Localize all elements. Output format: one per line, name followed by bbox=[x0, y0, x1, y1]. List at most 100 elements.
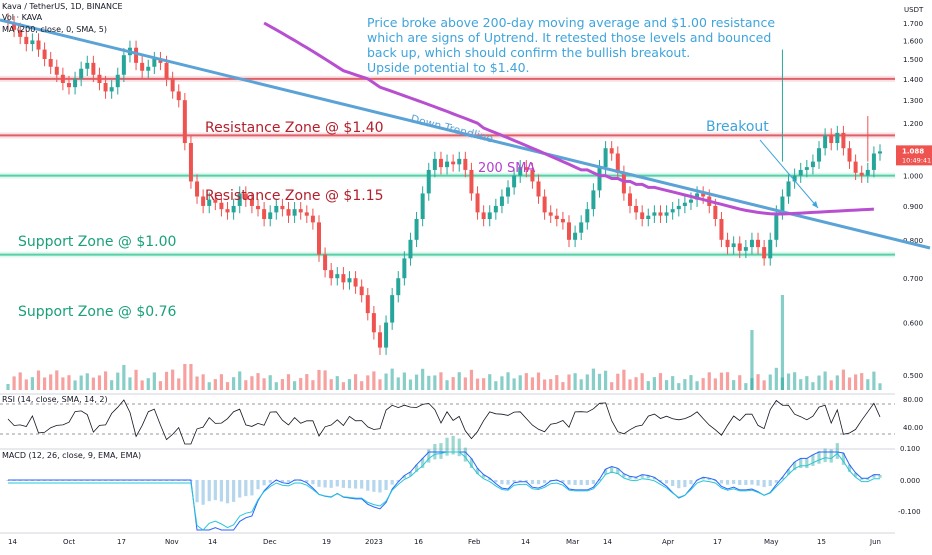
macd-histogram-bar bbox=[524, 480, 528, 482]
rsi-tick-label: 40.00 bbox=[903, 424, 923, 432]
x-tick-label: 2023 bbox=[365, 538, 383, 546]
macd-histogram-bar bbox=[823, 448, 827, 463]
price-tick-label: 1.400 bbox=[903, 76, 923, 84]
candle-body bbox=[414, 219, 419, 240]
macd-histogram-bar bbox=[756, 480, 760, 486]
candle-body bbox=[353, 278, 358, 287]
macd-histogram-bar bbox=[671, 480, 675, 487]
volume-bar bbox=[110, 380, 114, 390]
symbol-line[interactable]: Kava / TetherUS, 1D, BINANCE bbox=[2, 2, 123, 11]
candle-body bbox=[634, 205, 639, 213]
macd-histogram-bar bbox=[658, 480, 663, 482]
volume-bar bbox=[280, 379, 285, 390]
volume-bar bbox=[103, 371, 108, 390]
volume-bar bbox=[421, 368, 425, 390]
candle-body bbox=[658, 212, 663, 216]
down-trendline-label: Down Trendline bbox=[409, 112, 494, 145]
ma-line[interactable]: MA (200, close, 0, SMA, 5) bbox=[2, 25, 108, 34]
macd-histogram-bar bbox=[439, 443, 443, 459]
candle-body bbox=[408, 239, 413, 259]
price-tick-label: 1.000 bbox=[903, 173, 923, 181]
macd-histogram-bar bbox=[646, 475, 650, 479]
candle-body bbox=[737, 243, 742, 251]
volume-line[interactable]: Vol · KAVA bbox=[2, 13, 43, 22]
price-tag-box bbox=[896, 145, 932, 166]
candle-body bbox=[688, 199, 693, 203]
volume-bar bbox=[811, 382, 815, 390]
candle-body bbox=[774, 212, 779, 240]
macd-histogram-bar bbox=[664, 480, 669, 484]
volume-bar bbox=[719, 372, 724, 390]
macd-histogram-bar bbox=[256, 480, 260, 490]
macd-histogram-bar bbox=[579, 480, 583, 485]
volume-bar bbox=[445, 380, 449, 390]
candle-body bbox=[768, 239, 773, 259]
volume-bar bbox=[128, 377, 132, 390]
x-tick-label: 14 bbox=[521, 538, 530, 546]
volume-bar bbox=[49, 374, 53, 390]
candle-body bbox=[585, 209, 590, 223]
candle-body bbox=[213, 199, 218, 203]
volume-bar bbox=[134, 369, 138, 390]
macd-histogram-bar bbox=[616, 468, 620, 474]
macd-histogram-bar bbox=[750, 480, 754, 485]
x-tick-label: 16 bbox=[414, 538, 423, 546]
candle-body bbox=[280, 205, 285, 210]
macd-histogram-bar bbox=[414, 464, 419, 472]
candle-body bbox=[627, 193, 632, 206]
volume-bar bbox=[201, 374, 205, 390]
candle-body bbox=[182, 100, 187, 144]
candle-body bbox=[475, 193, 480, 213]
volume-bar bbox=[219, 374, 224, 390]
candle-body bbox=[18, 29, 23, 37]
macd-histogram-bar bbox=[622, 473, 626, 478]
volume-bar bbox=[805, 376, 809, 390]
volume-bar bbox=[414, 374, 419, 390]
rsi-tick-label: 80.00 bbox=[903, 396, 923, 404]
candle-body bbox=[615, 153, 620, 173]
volume-bar bbox=[408, 379, 413, 390]
candle-body bbox=[798, 169, 803, 176]
rsi-line[interactable]: RSI (14, close, SMA, 14, 2) bbox=[2, 395, 108, 404]
volume-bar bbox=[353, 374, 358, 390]
volume-bar bbox=[97, 375, 102, 390]
candle-body bbox=[73, 78, 78, 88]
macd-histogram-bar bbox=[677, 480, 681, 489]
candle-body bbox=[219, 202, 224, 210]
volume-bar bbox=[30, 377, 34, 390]
macd-histogram-bar bbox=[341, 480, 345, 488]
volume-bar bbox=[847, 377, 852, 390]
x-tick-label: Mar bbox=[566, 538, 579, 546]
candle-body bbox=[786, 181, 791, 197]
volume-bar bbox=[591, 368, 595, 390]
volume-bar bbox=[232, 377, 236, 390]
candle-body bbox=[256, 205, 261, 210]
macd-histogram-bar bbox=[457, 438, 461, 457]
macd-histogram-bar bbox=[725, 480, 730, 485]
volume-bar bbox=[366, 375, 370, 390]
macd-line[interactable]: MACD (12, 26, close, 9, EMA, EMA) bbox=[2, 451, 142, 460]
macd-histogram-bar bbox=[286, 480, 291, 483]
candle-body bbox=[371, 313, 376, 333]
support-100-label: Support Zone @ $1.00 bbox=[18, 234, 176, 250]
macd-histogram-bar bbox=[786, 469, 791, 475]
volume-bar bbox=[24, 379, 28, 390]
macd-histogram-bar bbox=[506, 480, 510, 485]
macd-histogram-bar bbox=[384, 480, 388, 490]
volume-bar bbox=[323, 370, 327, 390]
volume-bar bbox=[122, 365, 126, 390]
volume-bar bbox=[158, 381, 163, 390]
macd-histogram-bar bbox=[463, 447, 467, 462]
candle-body bbox=[756, 239, 761, 248]
volume-bar bbox=[567, 374, 571, 390]
candle-body bbox=[286, 209, 291, 216]
candle-body bbox=[377, 332, 382, 348]
breakout-label: Breakout bbox=[706, 119, 769, 135]
candle-body bbox=[512, 175, 517, 188]
candle-body bbox=[335, 274, 340, 279]
volume-bar bbox=[177, 378, 181, 390]
volume-bar bbox=[860, 373, 864, 390]
volume-bar bbox=[786, 373, 791, 390]
volume-bar bbox=[12, 376, 16, 390]
macd-histogram-bar bbox=[268, 480, 272, 483]
